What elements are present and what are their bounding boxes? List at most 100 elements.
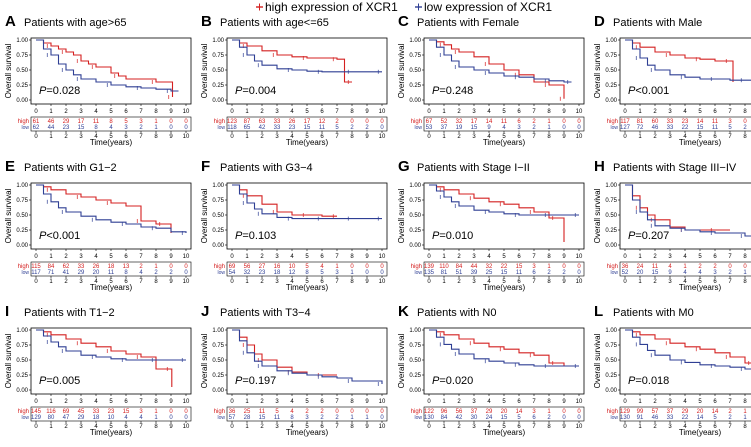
panel-letter: L xyxy=(594,303,603,320)
risk-count-low: 1 xyxy=(350,415,354,421)
risk-x-tick-label: 1 xyxy=(442,134,446,140)
risk-count-low: 9 xyxy=(668,270,672,276)
risk-count-high: 0 xyxy=(562,119,566,125)
risk-count-high: 37 xyxy=(471,409,478,415)
y-tick-label: 0.75 xyxy=(212,53,224,59)
x-tick-label: 3 xyxy=(79,399,83,405)
risk-count-low: 130 xyxy=(620,415,631,421)
x-tick-label: 7 xyxy=(728,254,732,260)
risk-count-low: 0 xyxy=(380,125,384,131)
risk-label-low: low xyxy=(21,270,29,276)
y-tick-label: 0.00 xyxy=(409,98,421,104)
y-axis-label: Overall survival xyxy=(200,188,209,243)
risk-count-high: 32 xyxy=(486,264,493,270)
risk-count-low: 4 xyxy=(698,270,702,276)
risk-x-tick-label: 3 xyxy=(79,424,83,430)
y-tick-label: 0.00 xyxy=(605,98,617,104)
y-tick-label: 0.75 xyxy=(409,343,421,349)
risk-x-tick-label: 0 xyxy=(34,134,38,140)
x-tick-label: 5 xyxy=(305,399,309,405)
y-tick-label: 0.75 xyxy=(16,343,28,349)
risk-count-high: 0 xyxy=(365,119,369,125)
x-tick-label: 3 xyxy=(275,109,279,115)
risk-x-tick-label: 8 xyxy=(743,279,747,285)
risk-x-tick-label: 5 xyxy=(698,134,702,140)
panel-title: Patients with T1−2 xyxy=(24,307,115,319)
risk-x-tick-label: 4 xyxy=(290,134,294,140)
risk-x-tick-label: 5 xyxy=(305,424,309,430)
x-tick-label: 0 xyxy=(427,254,431,260)
risk-count-high: 60 xyxy=(652,119,659,125)
risk-count-high: 17 xyxy=(78,119,85,125)
y-tick-label: 1.00 xyxy=(409,38,421,44)
x-tick-label: 9 xyxy=(365,109,369,115)
risk-count-low: 32 xyxy=(244,270,251,276)
risk-count-high: 0 xyxy=(184,264,188,270)
y-tick-label: 0.50 xyxy=(605,68,617,74)
risk-label-low: low xyxy=(610,125,618,131)
risk-count-low: 2 xyxy=(562,270,566,276)
panel-title: Patients with age>65 xyxy=(24,17,126,29)
y-tick-label: 1.00 xyxy=(605,183,617,189)
risk-x-tick-label: 6 xyxy=(320,279,324,285)
risk-count-low: 53 xyxy=(426,125,433,131)
risk-x-tick-label: 2 xyxy=(653,424,657,430)
risk-count-high: 32 xyxy=(456,119,463,125)
x-tick-label: 6 xyxy=(517,109,521,115)
y-tick-label: 0.50 xyxy=(409,213,421,219)
risk-count-low: 2 xyxy=(350,125,354,131)
p-value: P=0.103 xyxy=(235,230,276,242)
risk-count-high: 0 xyxy=(365,409,369,415)
x-axis-label: Time(years) xyxy=(286,138,329,147)
x-tick-label: 8 xyxy=(743,399,747,405)
risk-count-high: 0 xyxy=(562,409,566,415)
x-tick-label: 1 xyxy=(442,254,446,260)
x-tick-label: 10 xyxy=(183,399,190,405)
risk-x-tick-label: 2 xyxy=(64,134,68,140)
panel-letter: G xyxy=(398,158,410,175)
panel-title: Patients with Male xyxy=(613,17,702,29)
risk-count-high: 0 xyxy=(380,264,384,270)
x-tick-label: 7 xyxy=(139,399,143,405)
panel-title: Patients with Female xyxy=(417,17,519,29)
risk-count-low: 1 xyxy=(547,125,551,131)
y-tick-label: 0.75 xyxy=(16,53,28,59)
x-tick-label: 2 xyxy=(260,399,264,405)
risk-count-low: 33 xyxy=(667,415,674,421)
risk-x-tick-label: 2 xyxy=(260,279,264,285)
risk-count-high: 2 xyxy=(532,119,536,125)
km-curve-high xyxy=(36,329,173,387)
y-tick-label: 1.00 xyxy=(212,328,224,334)
risk-count-low: 42 xyxy=(259,125,266,131)
risk-x-tick-label: 7 xyxy=(728,134,732,140)
risk-x-tick-label: 4 xyxy=(487,424,491,430)
y-axis-label: Overall survival xyxy=(397,333,406,388)
risk-x-tick-label: 7 xyxy=(139,279,143,285)
risk-x-tick-label: 5 xyxy=(698,424,702,430)
risk-count-high: 5 xyxy=(275,409,279,415)
risk-count-high: 17 xyxy=(471,119,478,125)
y-axis-label: Overall survival xyxy=(4,43,13,98)
risk-count-high: 0 xyxy=(184,409,188,415)
risk-count-high: 62 xyxy=(63,264,70,270)
risk-count-low: 5 xyxy=(320,270,324,276)
x-tick-label: 4 xyxy=(683,109,687,115)
risk-x-tick-label: 9 xyxy=(365,424,369,430)
panel-title: Patients with M0 xyxy=(613,307,694,319)
risk-count-low: 0 xyxy=(577,125,581,131)
y-tick-label: 0.75 xyxy=(605,198,617,204)
risk-x-tick-label: 1 xyxy=(442,279,446,285)
risk-count-low: 11 xyxy=(319,125,326,131)
risk-count-low: 5 xyxy=(517,415,521,421)
x-tick-label: 3 xyxy=(275,254,279,260)
p-value: P=0.018 xyxy=(628,375,669,387)
km-curve-low xyxy=(429,39,572,83)
risk-count-high: 15 xyxy=(516,264,523,270)
risk-count-low: 5 xyxy=(713,415,717,421)
y-tick-label: 0.25 xyxy=(605,373,617,379)
risk-x-tick-label: 10 xyxy=(183,279,190,285)
risk-x-tick-label: 5 xyxy=(698,279,702,285)
x-tick-label: 10 xyxy=(576,399,583,405)
x-tick-label: 4 xyxy=(487,254,491,260)
risk-count-high: 8 xyxy=(109,119,113,125)
